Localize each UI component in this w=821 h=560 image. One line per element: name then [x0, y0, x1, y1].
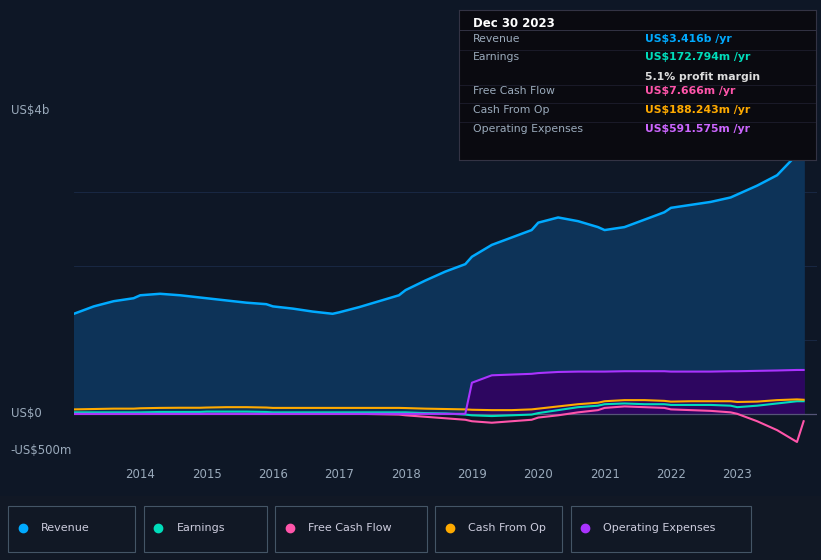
Text: US$7.666m /yr: US$7.666m /yr	[644, 86, 735, 96]
Text: Revenue: Revenue	[41, 523, 89, 533]
Text: Earnings: Earnings	[177, 523, 225, 533]
Text: Cash From Op: Cash From Op	[468, 523, 546, 533]
FancyBboxPatch shape	[571, 506, 751, 552]
Text: US$172.794m /yr: US$172.794m /yr	[644, 52, 750, 62]
Text: US$3.416b /yr: US$3.416b /yr	[644, 34, 732, 44]
FancyBboxPatch shape	[8, 506, 135, 552]
Text: Free Cash Flow: Free Cash Flow	[473, 86, 555, 96]
Text: US$4b: US$4b	[11, 104, 49, 118]
Text: Operating Expenses: Operating Expenses	[603, 523, 716, 533]
Text: US$188.243m /yr: US$188.243m /yr	[644, 105, 750, 115]
Text: Dec 30 2023: Dec 30 2023	[473, 17, 555, 30]
Text: US$0: US$0	[11, 407, 42, 421]
Text: Cash From Op: Cash From Op	[473, 105, 550, 115]
FancyBboxPatch shape	[435, 506, 562, 552]
Text: Earnings: Earnings	[473, 52, 521, 62]
Text: 5.1% profit margin: 5.1% profit margin	[644, 72, 759, 82]
Text: US$591.575m /yr: US$591.575m /yr	[644, 124, 750, 134]
FancyBboxPatch shape	[144, 506, 267, 552]
Text: -US$500m: -US$500m	[11, 445, 72, 458]
Text: Revenue: Revenue	[473, 34, 521, 44]
FancyBboxPatch shape	[275, 506, 427, 552]
Text: Free Cash Flow: Free Cash Flow	[308, 523, 392, 533]
Text: Operating Expenses: Operating Expenses	[473, 124, 583, 134]
